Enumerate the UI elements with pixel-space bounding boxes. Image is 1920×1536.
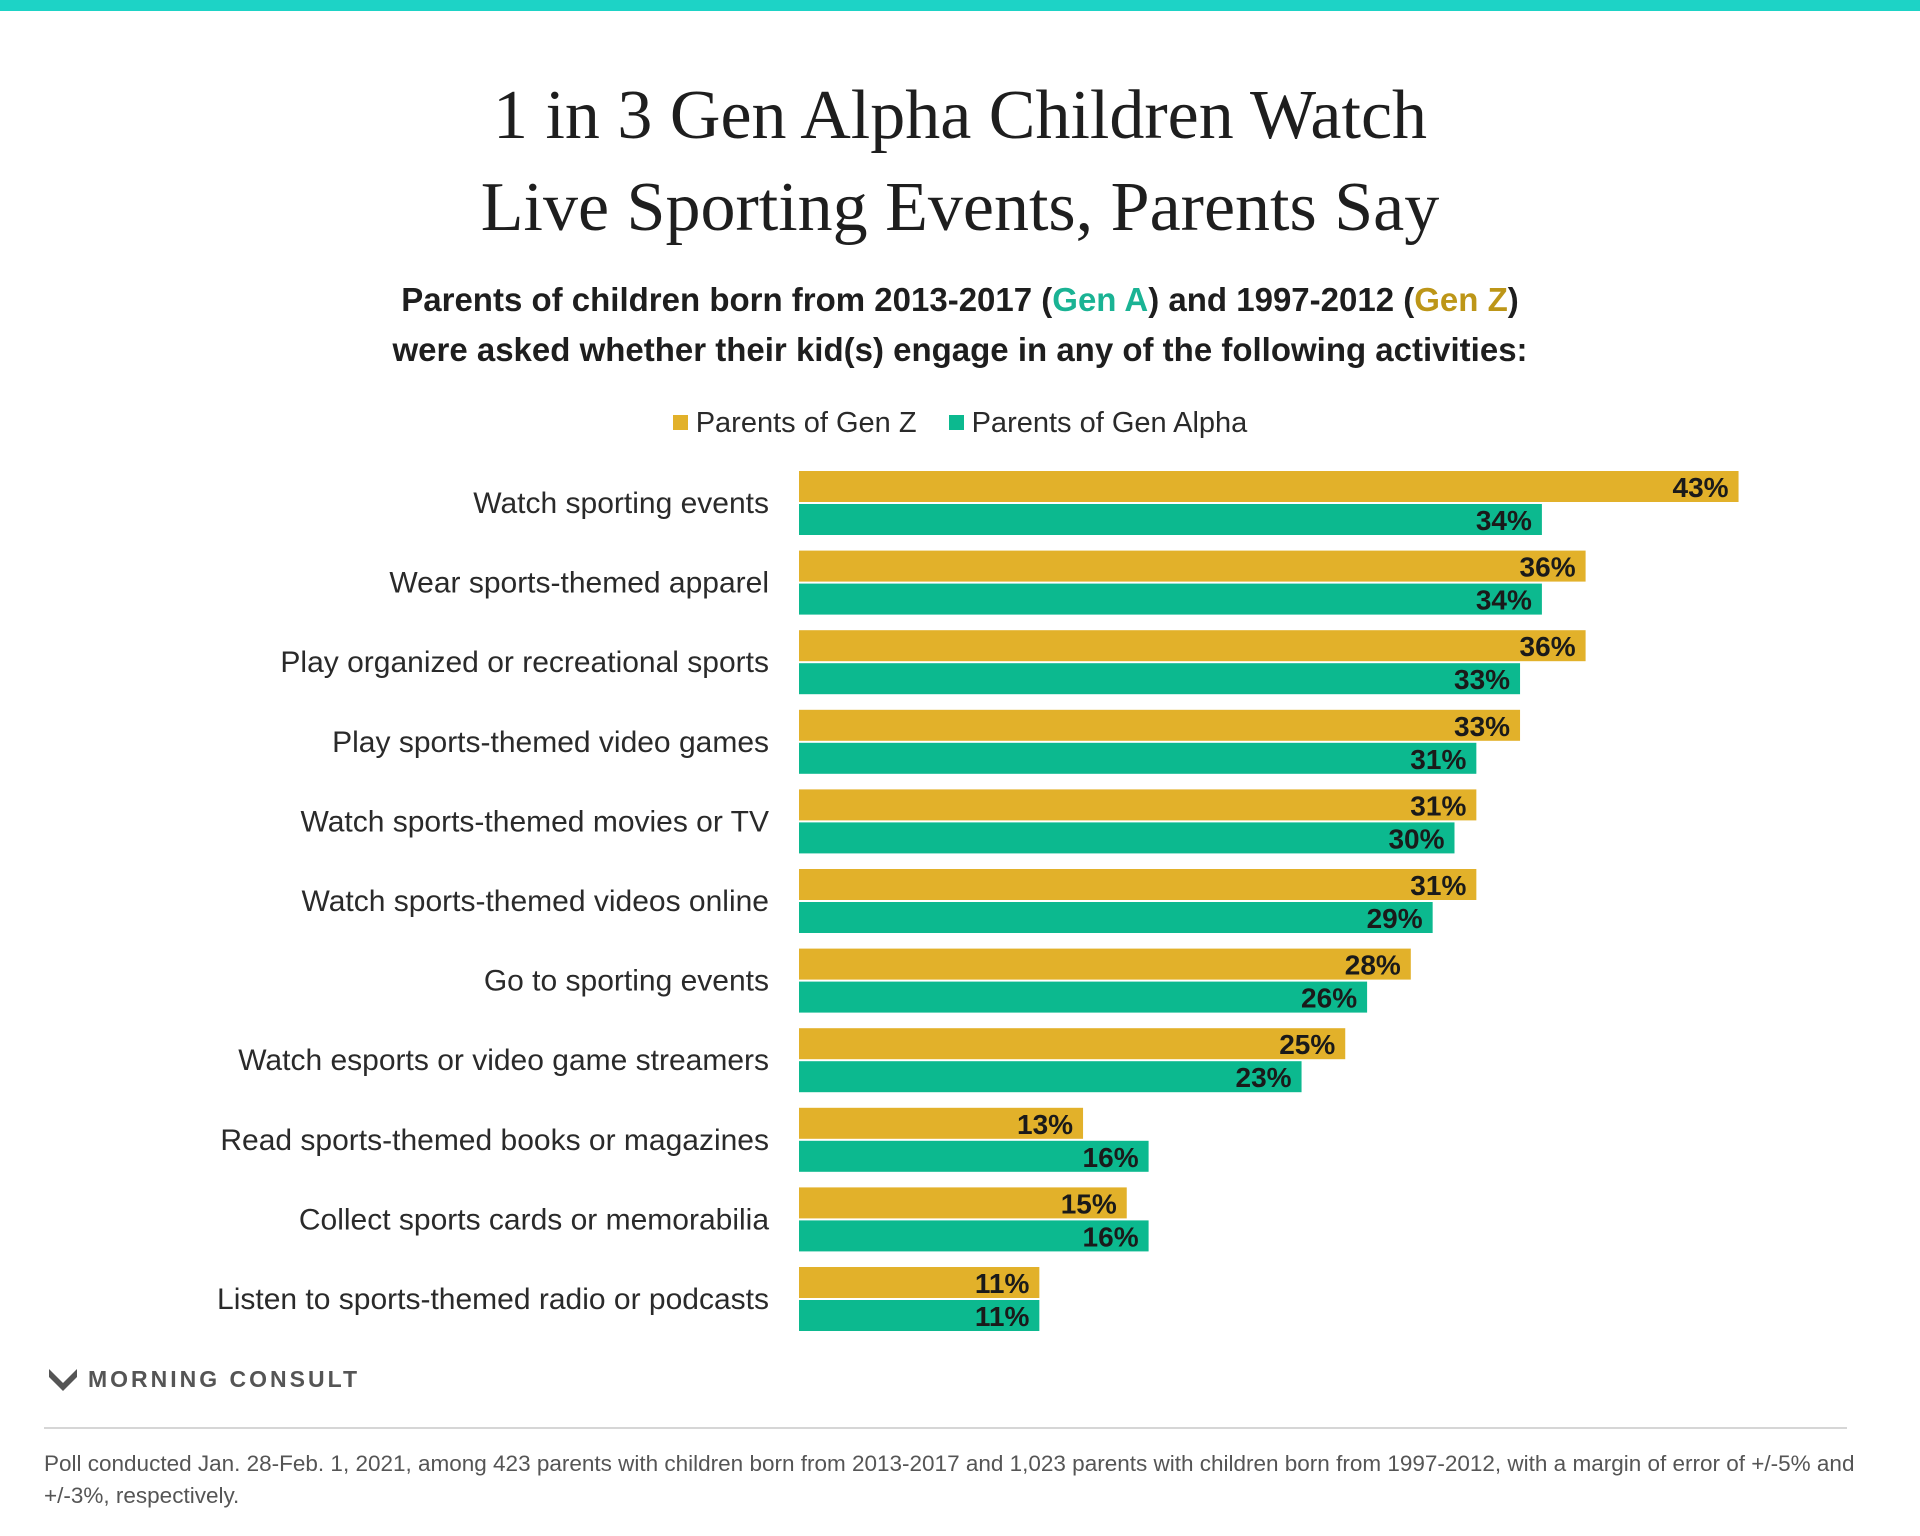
legend-swatch-gen-alpha xyxy=(948,414,964,430)
top-accent-bar xyxy=(0,0,1920,11)
data-label-gen-alpha: 11% xyxy=(975,1301,1030,1332)
bar-gen-z xyxy=(799,471,1739,502)
subtitle-text: ) xyxy=(1507,281,1519,318)
bar-gen-alpha xyxy=(799,742,1477,774)
methodology-note: Poll conducted Jan. 28-Feb. 1, 2021, amo… xyxy=(44,1451,1855,1508)
data-label-gen-z: 36% xyxy=(1520,552,1576,583)
bar-gen-z xyxy=(799,948,1411,980)
category-label: Read sports-themed books or magazines xyxy=(220,1124,769,1157)
bar-gen-alpha xyxy=(799,663,1521,695)
data-label-gen-alpha: 16% xyxy=(1083,1142,1139,1173)
chart-subtitle: Parents of children born from 2013-2017 … xyxy=(0,275,1920,375)
data-label-gen-alpha: 23% xyxy=(1236,1062,1292,1093)
data-label-gen-z: 33% xyxy=(1454,711,1510,742)
title-line-1: 1 in 3 Gen Alpha Children Watch xyxy=(492,77,1428,154)
subtitle-text: Parents of children born from 2013-2017 … xyxy=(401,281,1053,318)
data-label-gen-alpha: 34% xyxy=(1476,585,1532,616)
data-label-gen-z: 15% xyxy=(1061,1188,1117,1219)
bar-gen-alpha xyxy=(799,1140,1149,1172)
subtitle-line-1: Parents of children born from 2013-2017 … xyxy=(0,275,1920,325)
bar-gen-alpha xyxy=(799,1220,1149,1252)
legend-label-gen-alpha: Parents of Gen Alpha xyxy=(971,407,1248,439)
bar-gen-alpha xyxy=(799,822,1455,854)
category-label: Watch sports-themed videos online xyxy=(302,885,769,918)
bar-gen-z xyxy=(799,709,1521,741)
category-label: Listen to sports-themed radio or podcast… xyxy=(217,1283,769,1316)
data-label-gen-alpha: 33% xyxy=(1454,664,1510,695)
data-label-gen-z: 31% xyxy=(1410,790,1466,821)
title-line-2: Live Sporting Events, Parents Say xyxy=(480,169,1440,246)
category-label: Wear sports-themed apparel xyxy=(389,567,769,600)
data-label-gen-alpha: 30% xyxy=(1388,823,1444,854)
category-label: Collect sports cards or memorabilia xyxy=(299,1203,769,1236)
bar-gen-z xyxy=(799,1187,1127,1219)
category-label: Watch esports or video game streamers xyxy=(238,1044,769,1077)
data-label-gen-alpha: 31% xyxy=(1410,744,1466,775)
bar-gen-alpha xyxy=(799,583,1542,615)
data-label-gen-z: 25% xyxy=(1279,1029,1335,1060)
subtitle-line-2: were asked whether their kid(s) engage i… xyxy=(392,331,1528,368)
data-label-gen-z: 43% xyxy=(1673,472,1729,503)
category-label: Play sports-themed video games xyxy=(332,726,769,759)
legend-label-gen-z: Parents of Gen Z xyxy=(695,407,917,439)
data-label-gen-z: 31% xyxy=(1410,870,1466,901)
bar-gen-z xyxy=(799,1028,1346,1060)
footer-divider xyxy=(44,1427,1847,1429)
bar-gen-z xyxy=(799,1107,1084,1139)
data-label-gen-z: 36% xyxy=(1520,631,1576,662)
legend-swatch-gen-z xyxy=(672,414,688,430)
data-label-gen-alpha: 16% xyxy=(1083,1221,1139,1252)
morning-consult-m-icon xyxy=(49,1369,77,1391)
bar-chart: Watch sporting events 43% 34% Wear sports-t… xyxy=(217,471,1739,1332)
category-label: Go to sporting events xyxy=(484,965,769,998)
category-label: Watch sporting events xyxy=(473,487,769,520)
gen-a-label: Gen A xyxy=(1052,281,1149,318)
bar-gen-alpha xyxy=(799,902,1433,933)
bar-gen-alpha xyxy=(799,504,1542,535)
bar-gen-z xyxy=(799,630,1586,662)
bar-gen-alpha xyxy=(799,981,1368,1013)
data-label-gen-z: 13% xyxy=(1017,1109,1073,1140)
logo-text: MORNING CONSULT xyxy=(88,1366,361,1392)
chart-legend: Parents of Gen Z Parents of Gen Alpha xyxy=(0,403,1920,443)
data-label-gen-alpha: 29% xyxy=(1367,903,1423,934)
category-label: Play organized or recreational sports xyxy=(280,646,769,679)
data-label-gen-z: 28% xyxy=(1345,950,1401,981)
legend-item-gen-alpha: Parents of Gen Alpha xyxy=(948,403,1248,443)
bar-gen-z xyxy=(799,550,1586,582)
bar-gen-z xyxy=(799,1267,1040,1298)
bar-gen-alpha xyxy=(799,1300,1040,1331)
bar-gen-alpha xyxy=(799,1061,1302,1093)
data-label-gen-z: 11% xyxy=(975,1268,1030,1299)
subtitle-text: ) and 1997-2012 ( xyxy=(1148,281,1415,318)
gen-z-label: Gen Z xyxy=(1414,281,1508,318)
data-label-gen-alpha: 26% xyxy=(1301,983,1357,1014)
bar-gen-z xyxy=(799,789,1477,821)
chart-title: 1 in 3 Gen Alpha Children Watch Live Spo… xyxy=(0,70,1920,254)
bar-gen-z xyxy=(799,869,1477,900)
data-label-gen-alpha: 34% xyxy=(1476,505,1532,536)
legend-item-gen-z: Parents of Gen Z xyxy=(672,403,917,443)
category-label: Watch sports-themed movies or TV xyxy=(301,805,770,838)
